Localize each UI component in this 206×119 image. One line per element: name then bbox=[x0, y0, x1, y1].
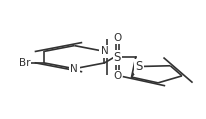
Text: S: S bbox=[135, 60, 143, 73]
Text: O: O bbox=[113, 71, 122, 81]
Text: Br: Br bbox=[19, 58, 30, 68]
Text: O: O bbox=[113, 33, 122, 43]
Text: S: S bbox=[114, 51, 121, 64]
Text: N: N bbox=[70, 64, 78, 74]
Text: N: N bbox=[101, 46, 108, 56]
